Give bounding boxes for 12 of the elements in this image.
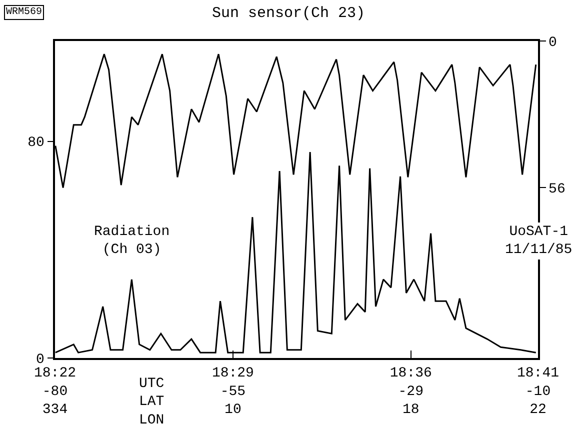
y-tick-label: 80	[28, 135, 44, 152]
x-tick-label: 18:29 -55 10	[212, 366, 254, 418]
text: UTC LAT LON	[139, 376, 164, 428]
x-tick-label: 18:22 -80 334	[34, 366, 76, 418]
x-tick-label: 18:36 -29 18	[390, 366, 432, 418]
text: WRM569	[6, 7, 42, 18]
annotation: Radiation (Ch 03)	[94, 224, 170, 258]
y2-tick-label: 56	[548, 182, 566, 198]
annotation: UoSAT-1 11/11/85	[505, 224, 572, 258]
x-tick-label: 18:41 -10 22	[516, 366, 560, 418]
chart-title: Sun sensor(Ch 23)	[212, 5, 366, 22]
y2-tick-label: 0	[548, 34, 557, 51]
